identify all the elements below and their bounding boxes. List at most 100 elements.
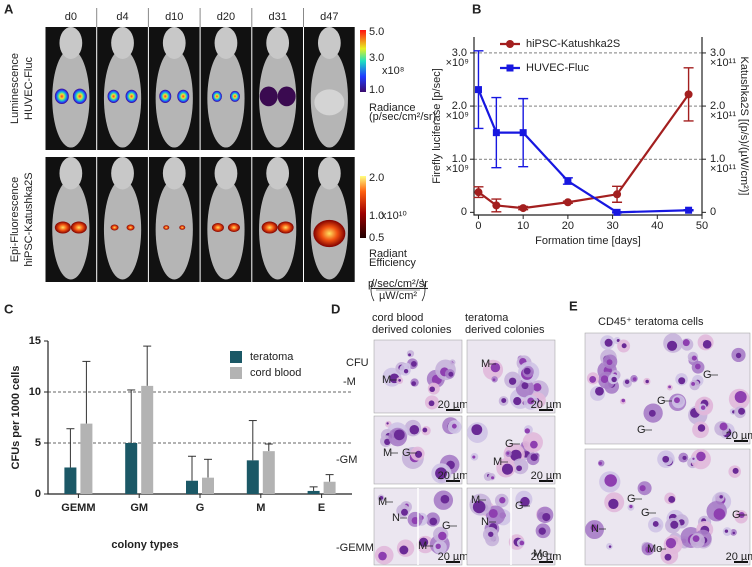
panel-label: A [4,1,14,16]
mouse-head [111,157,134,190]
cell-annotation: G [505,438,514,450]
nucleus [472,455,476,459]
nucleus [379,496,384,500]
mouse-head [266,27,290,59]
nucleus [415,450,423,458]
nucleus [700,405,706,410]
nucleus [719,495,723,499]
row-header: CFU [346,357,369,369]
mouse-head [214,157,238,190]
nucleus [682,339,690,347]
nucleus [488,508,498,518]
nucleus [666,340,678,351]
day-label: d20 [217,11,235,23]
x-tick-label: E [318,502,325,514]
mouse-head [317,157,341,190]
signal [70,221,87,234]
cell-annotation: G [657,395,666,407]
nucleus [724,529,729,533]
nucleus [590,524,598,532]
nucleus [665,537,677,549]
panel-label: B [472,1,481,16]
y-tick-label: 2.0 [452,100,467,112]
mouse-body [52,179,90,280]
mouse-head [162,27,186,59]
scale-bar [539,480,553,482]
nucleus [694,363,701,370]
x-axis-label: colony types [111,539,178,551]
nucleus [508,377,517,385]
nucleus [384,438,391,446]
signal [314,89,345,116]
cell-annotation: M [493,456,502,468]
cell-annotation: G [641,507,650,519]
nucleus [645,546,652,554]
bar [262,451,275,494]
nucleus [589,376,597,383]
bar [141,385,154,494]
nucleus [409,424,420,435]
nucleus [411,361,417,367]
x-axis-label: Formation time [days] [535,235,641,247]
x-tick-label: 10 [517,220,529,232]
y-axis-label: Firefly luciferase [p/sec] [431,68,443,184]
nucleus [648,409,656,417]
scale-bar-label: 20 µm [438,470,469,482]
cell-annotation: M [418,540,427,552]
nucleus [520,496,530,507]
scale-bar [734,561,748,563]
bar [64,467,77,494]
nucleus [697,424,706,432]
nucleus [621,398,626,403]
mouse-head [214,27,238,59]
bar [80,423,93,494]
x-tick-label: 50 [696,220,708,232]
nucleus [668,496,676,503]
nucleus [418,537,429,547]
scale-bar [446,409,460,411]
nucleus [448,371,454,377]
nucleus [713,508,726,520]
nucleus [682,455,687,460]
colorbar-tick: 2.0 [369,172,384,184]
y-tick-label: 10 [29,386,41,398]
y2-exponent: ×10¹¹ [710,110,736,122]
panel-title: CD45⁺ teratoma cells [598,316,704,328]
cell-annotation: G [627,493,636,505]
cell-annotation: M [382,374,391,386]
signal [211,90,222,102]
cell-annotation: N [591,523,599,535]
cell-annotation: G [703,369,712,381]
cell-annotation: M [471,494,480,506]
panel-label: D [331,301,340,316]
x-tick-label: 30 [606,220,618,232]
signal [54,221,71,234]
colorbar-tick: 1.0 [369,84,384,96]
scale-bar-label: 20 µm [531,551,562,563]
signal [163,225,170,230]
colorbar-title: Radiance [369,102,415,114]
marker [563,198,572,207]
nucleus [492,378,496,382]
day-label: d10 [165,11,183,23]
nucleus [664,553,672,561]
scale-bar-label: 20 µm [726,551,752,563]
scale-bar-label: 20 µm [726,430,752,442]
y2-exponent: ×10¹¹ [710,163,736,175]
x-tick-label: GM [130,502,148,514]
y-exponent: ×10⁹ [446,110,469,122]
nucleus [629,504,633,509]
nucleus [645,379,649,384]
nucleus [595,386,604,396]
y2-tick-label: 2.0 [710,100,725,112]
mouse-head [59,157,83,190]
nucleus [435,543,441,549]
marker [474,86,482,94]
nucleus [440,494,450,504]
signal [110,224,119,231]
row-label: -M [343,376,356,388]
row-label: -GM [336,454,357,466]
column-header: teratoma [465,312,509,324]
cell-annotation: N [392,512,400,524]
scale-bar [446,480,460,482]
